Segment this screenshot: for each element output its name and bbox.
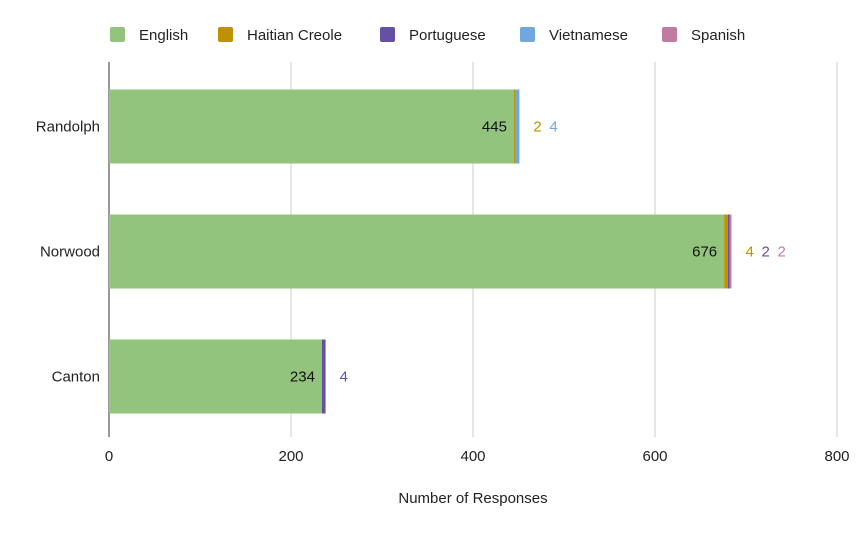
data-label: 2 (533, 119, 541, 136)
data-label: 4 (549, 119, 557, 136)
legend-swatch (662, 27, 677, 42)
bar-haitian-creole (724, 214, 728, 289)
legend-label: English (139, 27, 188, 44)
x-tick-label: 0 (105, 448, 113, 465)
bar-english (109, 214, 725, 289)
data-label: 4 (745, 244, 753, 261)
data-label: 234 (290, 369, 315, 386)
data-label: 676 (692, 244, 717, 261)
legend-label: Spanish (691, 27, 745, 44)
legend-label: Haitian Creole (247, 27, 342, 44)
legend-label: Portuguese (409, 27, 486, 44)
bar-portuguese (727, 214, 730, 289)
bar-portuguese (321, 339, 326, 414)
bar-english (109, 89, 514, 164)
x-tick-label: 200 (278, 448, 303, 465)
legend-swatch (520, 27, 535, 42)
legend-swatch (218, 27, 233, 42)
data-label: 2 (761, 244, 769, 261)
bar-vietnamese (515, 89, 520, 164)
data-label: 4 (340, 369, 348, 386)
bar-english (109, 339, 322, 414)
data-label: 2 (777, 244, 785, 261)
bar-haitian-creole (513, 89, 516, 164)
x-tick-label: 600 (642, 448, 667, 465)
x-tick-label: 800 (824, 448, 849, 465)
y-tick-label: Canton (52, 369, 100, 386)
legend-swatch (110, 27, 125, 42)
x-axis-label: Number of Responses (398, 490, 547, 507)
data-label: 445 (482, 119, 507, 136)
legend-swatch (380, 27, 395, 42)
bar-spanish (729, 214, 732, 289)
y-tick-label: Randolph (36, 119, 100, 136)
x-tick-label: 400 (460, 448, 485, 465)
legend-label: Vietnamese (549, 27, 628, 44)
y-tick-label: Norwood (40, 244, 100, 261)
